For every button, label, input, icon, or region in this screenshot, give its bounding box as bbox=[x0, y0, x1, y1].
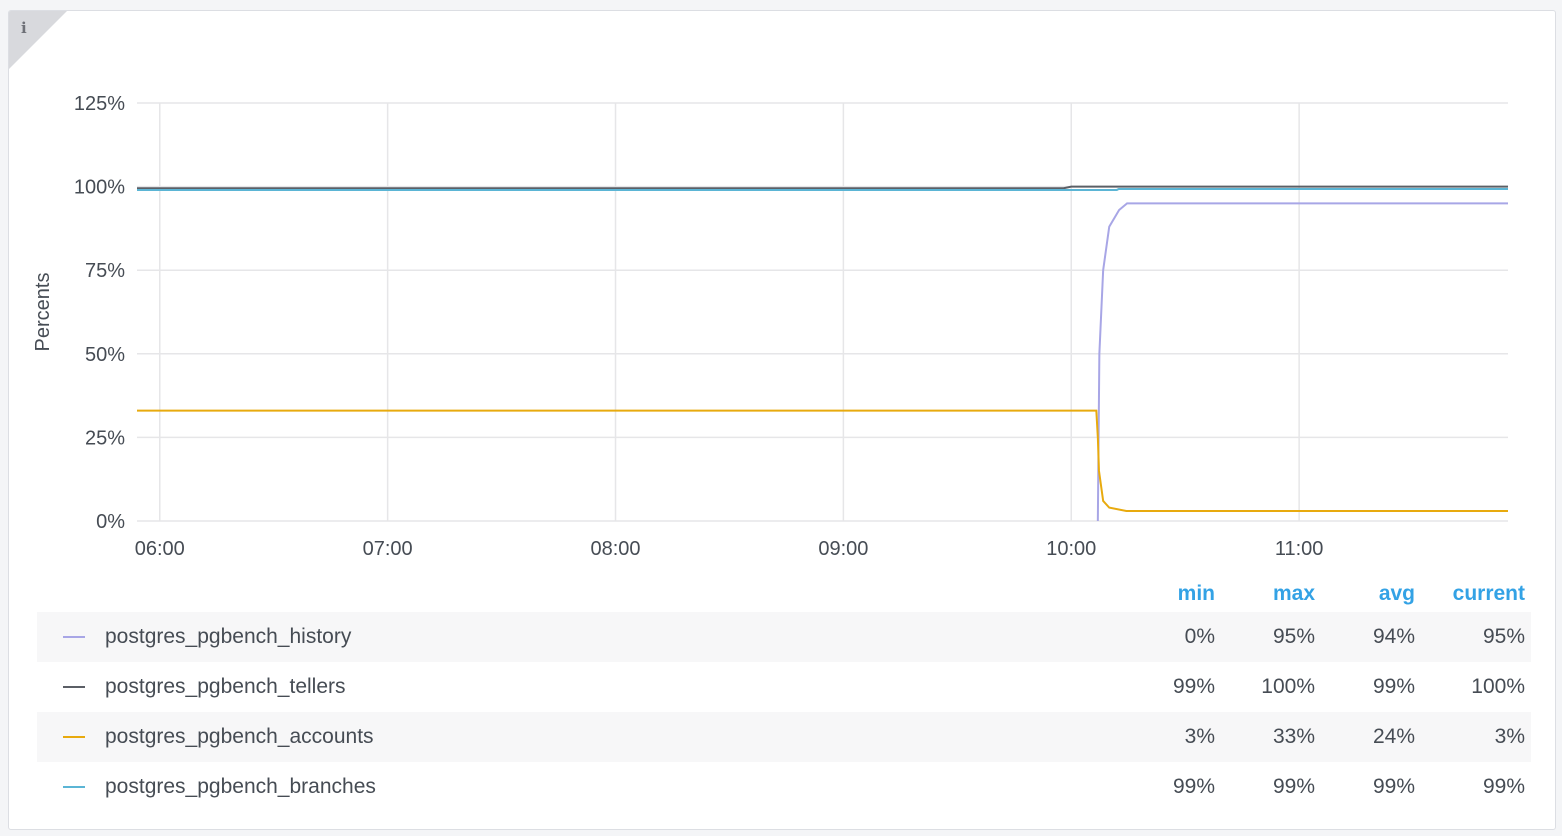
series-swatch-icon[interactable] bbox=[63, 636, 85, 638]
legend-row[interactable]: postgres_pgbench_history 0% 95% 94% 95% bbox=[37, 612, 1531, 662]
legend-stat-min: 0% bbox=[1184, 625, 1215, 648]
legend-stat-min: 99% bbox=[1172, 675, 1215, 698]
series-name[interactable]: postgres_pgbench_tellers bbox=[105, 675, 346, 698]
series-name[interactable]: postgres_pgbench_history bbox=[105, 625, 352, 648]
legend-stat-max: 95% bbox=[1272, 625, 1315, 648]
y-tick-label: 50% bbox=[85, 344, 125, 366]
legend-header: min max avg current bbox=[37, 576, 1531, 612]
series-line-postgres_pgbench_history bbox=[1096, 202, 1508, 522]
series-swatch-icon[interactable] bbox=[63, 786, 85, 788]
line-chart: 0% 25% 50% 75% 100% 125% 06:00 07:00 08:00 09:00 1… bbox=[32, 93, 1508, 560]
legend-stat-current: 100% bbox=[1471, 675, 1525, 698]
series-line-postgres_pgbench_accounts bbox=[137, 409, 1508, 512]
legend-stat-current: 99% bbox=[1482, 775, 1525, 798]
legend-stat-current: 3% bbox=[1494, 725, 1525, 748]
legend-row[interactable]: postgres_pgbench_accounts 3% 33% 24% 3% bbox=[37, 712, 1531, 762]
x-tick-label: 11:00 bbox=[1275, 538, 1324, 560]
legend-row[interactable]: postgres_pgbench_tellers 99% 100% 99% 100% bbox=[37, 662, 1531, 712]
legend-stat-max: 100% bbox=[1261, 675, 1315, 698]
legend-stat-max: 99% bbox=[1272, 775, 1315, 798]
series-swatch-icon[interactable] bbox=[63, 736, 85, 738]
series-swatch-icon[interactable] bbox=[63, 686, 85, 688]
y-tick-label: 100% bbox=[74, 177, 125, 199]
chart-panel: i 0% 25% 50% 75% 100% 125% 06:00 07:00 08:00 09:0… bbox=[8, 10, 1556, 830]
legend-col-current[interactable]: current bbox=[1452, 582, 1525, 605]
x-tick-label: 08:00 bbox=[590, 538, 640, 560]
legend-stat-avg: 99% bbox=[1372, 675, 1415, 698]
x-tick-label: 06:00 bbox=[135, 538, 185, 560]
legend-col-max[interactable]: max bbox=[1272, 582, 1315, 605]
y-tick-label: 25% bbox=[85, 427, 125, 449]
legend-stat-max: 33% bbox=[1272, 725, 1315, 748]
info-icon[interactable]: i bbox=[21, 19, 27, 37]
legend: min max avg current postgres_pgbench_his… bbox=[37, 576, 1531, 812]
series-line-postgres_pgbench_tellers bbox=[137, 185, 1508, 190]
y-tick-label: 0% bbox=[96, 511, 125, 533]
y-tick-label: 75% bbox=[85, 260, 125, 282]
x-tick-label: 07:00 bbox=[363, 538, 413, 560]
y-tick-label: 125% bbox=[74, 93, 125, 115]
series-line-postgres_pgbench_branches bbox=[137, 187, 1508, 191]
legend-col-min[interactable]: min bbox=[1177, 582, 1215, 605]
x-tick-label: 10:00 bbox=[1046, 538, 1096, 560]
series-name[interactable]: postgres_pgbench_accounts bbox=[105, 725, 374, 748]
y-axis-label: Percents bbox=[32, 273, 54, 352]
info-corner[interactable] bbox=[9, 11, 67, 69]
legend-row[interactable]: postgres_pgbench_branches 99% 99% 99% 99% bbox=[37, 762, 1531, 812]
legend-stat-avg: 94% bbox=[1372, 625, 1415, 648]
legend-stat-min: 3% bbox=[1184, 725, 1215, 748]
legend-stat-avg: 24% bbox=[1372, 725, 1415, 748]
x-tick-label: 09:00 bbox=[818, 538, 868, 560]
legend-stat-current: 95% bbox=[1482, 625, 1525, 648]
legend-stat-min: 99% bbox=[1172, 775, 1215, 798]
legend-col-avg[interactable]: avg bbox=[1378, 582, 1415, 605]
legend-stat-avg: 99% bbox=[1372, 775, 1415, 798]
series-name[interactable]: postgres_pgbench_branches bbox=[105, 775, 376, 798]
